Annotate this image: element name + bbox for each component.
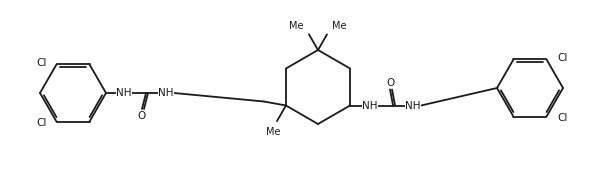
- Text: Cl: Cl: [558, 53, 568, 63]
- Text: Me: Me: [332, 21, 346, 31]
- Text: NH: NH: [116, 88, 132, 98]
- Text: NH: NH: [158, 88, 174, 98]
- Text: Me: Me: [289, 21, 304, 31]
- Text: NH: NH: [362, 100, 378, 110]
- Text: Cl: Cl: [36, 118, 47, 128]
- Text: Cl: Cl: [558, 113, 568, 123]
- Text: Cl: Cl: [36, 58, 47, 68]
- Text: NH: NH: [405, 100, 421, 110]
- Text: Me: Me: [266, 127, 280, 137]
- Text: O: O: [137, 111, 145, 121]
- Text: O: O: [386, 78, 394, 87]
